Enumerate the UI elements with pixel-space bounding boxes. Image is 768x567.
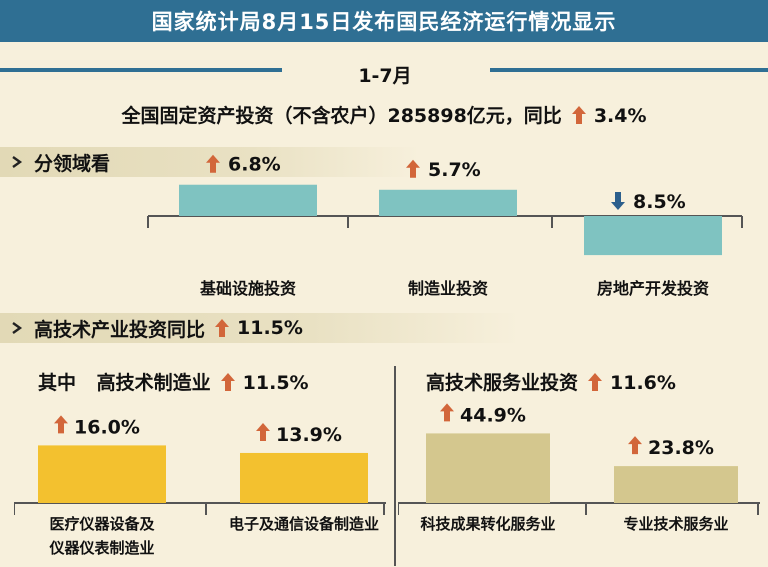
data-label-2: 13.9% (276, 424, 342, 446)
bar-2 (240, 452, 368, 503)
data-label-2: 23.8% (648, 437, 714, 459)
manufacturing-label: 高技术制造业 (96, 372, 211, 394)
manufacturing-header: 其中 高技术制造业 11.5% (38, 368, 309, 395)
chevron-right-icon (12, 322, 23, 334)
period-label: 1-7月 (358, 65, 412, 87)
services-header: 高技术服务业投资 11.6% (426, 368, 676, 395)
panel-divider (394, 366, 396, 566)
services-label: 高技术服务业投资 (426, 372, 579, 394)
bar-1 (426, 433, 550, 503)
services-chart: 44.9% 科技成果转化服务业 23.8% 专业技术服务业 (398, 403, 760, 533)
up-arrow-icon (588, 373, 603, 391)
headline-change: 3.4% (593, 105, 647, 127)
data-label-1: 16.0% (74, 416, 140, 438)
bar-2 (379, 189, 517, 216)
section-hightech-change: 11.5% (237, 317, 303, 339)
data-label-3: 8.5% (633, 191, 686, 213)
page-title: 国家统计局8月15日发布国民经济运行情况显示 (0, 0, 768, 42)
bar-1 (38, 445, 166, 503)
data-label-2: 5.7% (428, 159, 481, 181)
divider-right (490, 68, 768, 72)
category-label-1: 科技成果转化服务业 (420, 515, 555, 533)
manufacturing-change: 11.5% (242, 372, 309, 394)
bar-2 (614, 466, 738, 503)
category-label-1: 基础设施投资 (199, 279, 296, 298)
category-label-3: 房地产开发投资 (597, 279, 709, 298)
section-by-field-label: 分领域看 (34, 152, 111, 175)
field-investment-chart: 6.8% 基础设施投资 5.7% 制造业投资 8.5% 房地产开发投资 (147, 154, 743, 298)
up-arrow-icon (54, 415, 68, 434)
section-hightech: 高技术产业投资同比 11.5% (0, 313, 520, 343)
divider-left (0, 68, 282, 72)
category-label-2: 电子及通信设备制造业 (229, 515, 379, 533)
category-label-2: 专业技术服务业 (623, 515, 728, 533)
headline: 全国固定资产投资（不含农户）285898亿元，同比 3.4% (0, 101, 768, 128)
up-arrow-icon (628, 436, 642, 455)
bar-3 (584, 216, 722, 256)
up-arrow-icon (215, 319, 230, 337)
category-label-1: 医疗仪器设备及 (49, 515, 155, 533)
headline-text: 全国固定资产投资（不含农户）285898亿元，同比 (121, 105, 562, 127)
down-arrow-icon (611, 192, 625, 210)
bar-1 (179, 184, 317, 216)
manufacturing-prefix: 其中 (38, 372, 77, 394)
up-arrow-icon (406, 159, 420, 178)
up-arrow-icon (256, 422, 270, 441)
data-label-1: 44.9% (460, 404, 526, 426)
category-label-1: 仪器仪表制造业 (48, 539, 154, 557)
up-arrow-icon (206, 154, 220, 173)
category-label-2: 制造业投资 (408, 279, 488, 298)
services-change: 11.6% (610, 372, 676, 394)
chevron-right-icon (12, 156, 23, 168)
up-arrow-icon (571, 106, 586, 124)
data-label-1: 6.8% (228, 154, 281, 176)
up-arrow-icon (440, 403, 454, 422)
up-arrow-icon (220, 373, 235, 391)
section-hightech-label: 高技术产业投资同比 (34, 318, 206, 341)
